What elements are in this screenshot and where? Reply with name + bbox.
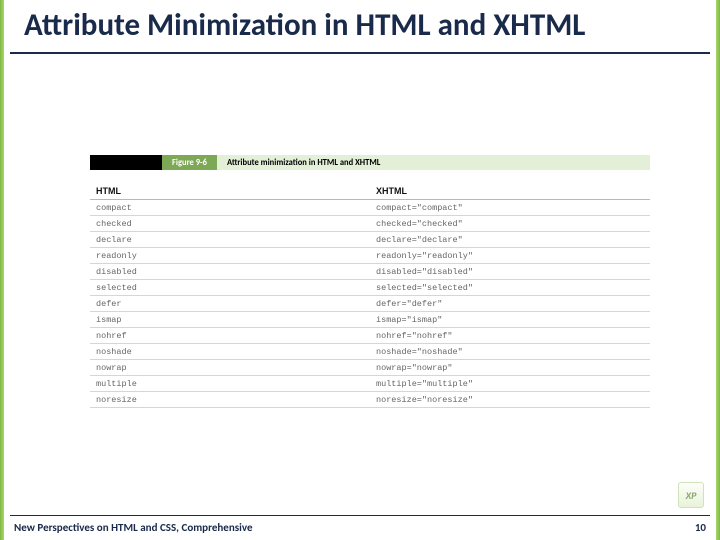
table-row: nohrefnohref="nohref": [90, 328, 650, 344]
col-header-html: HTML: [90, 184, 370, 200]
table-row: checkedchecked="checked": [90, 216, 650, 232]
cell-xhtml: declare="declare": [370, 232, 650, 248]
cell-xhtml: defer="defer": [370, 296, 650, 312]
figure-tag: Figure 9-6: [162, 155, 217, 170]
table-row: compactcompact="compact": [90, 200, 650, 216]
cell-html: noshade: [90, 344, 370, 360]
page-title: Attribute Minimization in HTML and XHTML: [24, 8, 696, 44]
cell-html: compact: [90, 200, 370, 216]
cell-html: selected: [90, 280, 370, 296]
figure-caption: Attribute minimization in HTML and XHTML: [217, 155, 650, 170]
title-underline: [10, 52, 710, 54]
cell-xhtml: noshade="noshade": [370, 344, 650, 360]
footer-rule: [10, 515, 710, 516]
right-edge-accent: [716, 0, 720, 540]
cell-html: disabled: [90, 264, 370, 280]
attribute-table: HTML XHTML compactcompact="compact" chec…: [90, 184, 650, 408]
cell-html: ismap: [90, 312, 370, 328]
cell-html: nohref: [90, 328, 370, 344]
table-row: ismapismap="ismap": [90, 312, 650, 328]
cell-xhtml: ismap="ismap": [370, 312, 650, 328]
cell-xhtml: nowrap="nowrap": [370, 360, 650, 376]
left-edge-accent: [0, 0, 4, 540]
title-block: Attribute Minimization in HTML and XHTML: [0, 0, 720, 48]
table-row: selectedselected="selected": [90, 280, 650, 296]
page-number: 10: [695, 521, 706, 534]
table-header-row: HTML XHTML: [90, 184, 650, 200]
table-row: noshadenoshade="noshade": [90, 344, 650, 360]
footer-source: New Perspectives on HTML and CSS, Compre…: [14, 521, 252, 534]
table-row: deferdefer="defer": [90, 296, 650, 312]
cell-html: readonly: [90, 248, 370, 264]
table-row: declaredeclare="declare": [90, 232, 650, 248]
table-row: noresizenoresize="noresize": [90, 392, 650, 408]
table-row: disableddisabled="disabled": [90, 264, 650, 280]
figure-header: Figure 9-6 Attribute minimization in HTM…: [90, 155, 650, 170]
cell-html: declare: [90, 232, 370, 248]
cell-xhtml: multiple="multiple": [370, 376, 650, 392]
cell-html: multiple: [90, 376, 370, 392]
cell-xhtml: compact="compact": [370, 200, 650, 216]
col-header-xhtml: XHTML: [370, 184, 650, 200]
cell-xhtml: disabled="disabled": [370, 264, 650, 280]
table-row: multiplemultiple="multiple": [90, 376, 650, 392]
figure-container: Figure 9-6 Attribute minimization in HTM…: [90, 155, 650, 408]
table-row: nowrapnowrap="nowrap": [90, 360, 650, 376]
cell-xhtml: nohref="nohref": [370, 328, 650, 344]
cell-html: noresize: [90, 392, 370, 408]
xp-badge-text: XP: [686, 489, 697, 502]
footer: New Perspectives on HTML and CSS, Compre…: [0, 521, 720, 534]
cell-xhtml: readonly="readonly": [370, 248, 650, 264]
figure-black-bar: [90, 155, 162, 170]
cell-xhtml: noresize="noresize": [370, 392, 650, 408]
xp-badge-icon: XP: [678, 482, 704, 508]
cell-xhtml: selected="selected": [370, 280, 650, 296]
cell-html: nowrap: [90, 360, 370, 376]
cell-html: checked: [90, 216, 370, 232]
cell-html: defer: [90, 296, 370, 312]
cell-xhtml: checked="checked": [370, 216, 650, 232]
table-row: readonlyreadonly="readonly": [90, 248, 650, 264]
